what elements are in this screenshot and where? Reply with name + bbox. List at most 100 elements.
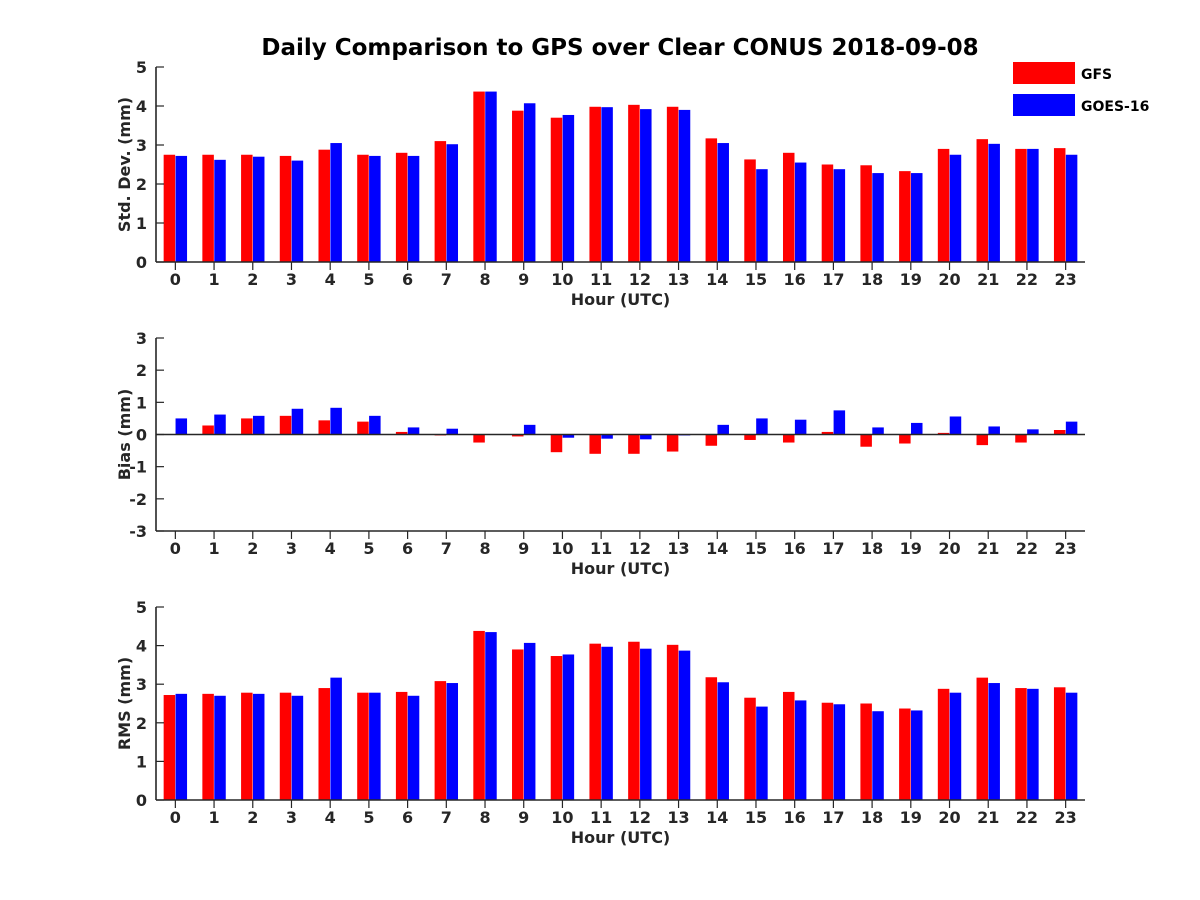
bias-bar-gfs-22 (1015, 434, 1027, 443)
stddev-y-tick-label: 2 (136, 175, 147, 194)
legend-label-gfs: GFS (1081, 67, 1112, 83)
stddev-x-tick-label: 15 (745, 270, 767, 289)
rms-x-tick-label: 14 (706, 808, 728, 827)
stddev-x-tick-label: 9 (518, 270, 529, 289)
rms-bar-goes16-2 (252, 693, 265, 800)
bias-x-tick-label: 7 (441, 539, 452, 558)
stddev-bar-goes16-17 (833, 169, 846, 262)
rms-bar-gfs-22 (1015, 688, 1027, 800)
bias-bar-goes16-10 (562, 434, 575, 438)
stddev-x-tick-label: 18 (861, 270, 883, 289)
stddev-bar-goes16-6 (407, 155, 420, 262)
bias-x-tick-label: 12 (629, 539, 651, 558)
rms-x-tick-label: 15 (745, 808, 767, 827)
stddev-y-axis-label: Std. Dev. (mm) (115, 97, 134, 232)
rms-bar-gfs-17 (821, 702, 834, 800)
bias-bar-gfs-14 (705, 434, 718, 446)
rms-x-tick-label: 16 (784, 808, 806, 827)
bias-x-tick-label: 1 (208, 539, 219, 558)
stddev-bar-gfs-8 (473, 91, 485, 262)
rms-bar-gfs-11 (589, 643, 601, 800)
stddev-bar-goes16-11 (601, 107, 613, 262)
bias-bar-goes16-17 (833, 410, 846, 435)
rms-x-tick-label: 4 (325, 808, 336, 827)
chart-title: Daily Comparison to GPS over Clear CONUS… (261, 35, 978, 61)
stddev-x-tick-label: 17 (822, 270, 844, 289)
stddev-x-tick-label: 13 (667, 270, 689, 289)
stddev-bar-gfs-20 (937, 148, 950, 262)
bias-y-axis-label: Bias (mm) (115, 389, 134, 481)
rms-bar-goes16-5 (369, 692, 381, 800)
stddev-bar-gfs-14 (705, 138, 718, 262)
legend: GFS GOES-16 (1013, 62, 1149, 116)
stddev-x-tick-label: 20 (938, 270, 960, 289)
bias-x-tick-label: 16 (784, 539, 806, 558)
stddev-bar-goes16-20 (949, 154, 962, 262)
rms-bar-gfs-1 (202, 693, 214, 800)
rms-y-tick-label: 0 (136, 791, 147, 810)
stddev-bar-goes16-9 (523, 103, 536, 263)
rms-bar-gfs-4 (318, 688, 330, 800)
rms-bar-gfs-21 (976, 677, 989, 800)
stddev-bar-goes16-23 (1065, 154, 1078, 262)
stddev-bar-gfs-7 (434, 141, 447, 262)
rms-y-tick-label: 2 (136, 714, 147, 733)
stddev-x-tick-label: 6 (402, 270, 413, 289)
bias-bar-gfs-12 (628, 434, 640, 454)
stddev-x-tick-label: 4 (325, 270, 336, 289)
bias-bar-goes16-5 (369, 415, 381, 435)
rms-x-tick-label: 2 (247, 808, 258, 827)
bias-bar-goes16-7 (446, 428, 459, 435)
rms-bar-gfs-23 (1053, 687, 1066, 800)
rms-bar-gfs-12 (628, 641, 640, 800)
rms-bar-goes16-4 (330, 677, 342, 800)
stddev-bar-goes16-19 (911, 173, 923, 262)
rms-y-tick-label: 3 (136, 675, 147, 694)
bias-y-tick-label: -1 (129, 458, 147, 477)
bias-bar-goes16-16 (794, 419, 807, 435)
rms-bar-goes16-1 (214, 695, 226, 800)
rms-x-tick-label: 19 (900, 808, 922, 827)
stddev-bar-goes16-18 (872, 173, 884, 262)
stddev-bar-gfs-15 (744, 159, 756, 262)
rms-x-tick-label: 7 (441, 808, 452, 827)
bias-bar-goes16-0 (175, 418, 188, 435)
rms-x-axis-label: Hour (UTC) (571, 828, 671, 847)
stddev-bar-goes16-12 (640, 109, 652, 263)
rms-y-axis-label: RMS (mm) (115, 657, 134, 750)
stddev-bar-goes16-22 (1027, 148, 1039, 262)
rms-bar-goes16-11 (601, 646, 613, 800)
bias-x-tick-label: 3 (286, 539, 297, 558)
bias-bar-gfs-17 (821, 431, 834, 435)
stddev-y-tick-label: 5 (136, 58, 147, 77)
rms-x-tick-label: 21 (977, 808, 999, 827)
rms-bar-goes16-17 (833, 704, 846, 800)
stddev-bar-goes16-1 (214, 159, 226, 262)
bias-bar-goes16-23 (1065, 421, 1078, 435)
bias-bar-goes16-20 (949, 416, 962, 435)
stddev-x-tick-label: 8 (479, 270, 490, 289)
rms-bar-gfs-8 (473, 630, 485, 800)
rms-bar-goes16-9 (523, 642, 536, 800)
bias-bar-gfs-20 (937, 432, 950, 435)
bias-bar-gfs-18 (860, 434, 872, 447)
rms-bar-goes16-10 (562, 654, 575, 800)
stddev-bar-goes16-3 (291, 160, 304, 262)
legend-label-goes16: GOES-16 (1081, 99, 1149, 115)
stddev-x-tick-label: 22 (1016, 270, 1038, 289)
rms-x-tick-label: 23 (1055, 808, 1077, 827)
bias-x-tick-label: 0 (170, 539, 181, 558)
stddev-y-tick-label: 0 (136, 253, 147, 272)
stddev-bar-goes16-8 (485, 91, 497, 262)
bias-bar-gfs-16 (782, 434, 795, 443)
bias-bar-goes16-9 (523, 424, 536, 435)
stddev-bar-gfs-23 (1053, 148, 1066, 262)
bias-x-tick-label: 8 (479, 539, 490, 558)
rms-bar-gfs-18 (860, 703, 872, 800)
bias-y-tick-label: 0 (136, 426, 147, 445)
bias-bar-gfs-8 (473, 434, 485, 443)
rms-bar-goes16-22 (1027, 688, 1039, 800)
